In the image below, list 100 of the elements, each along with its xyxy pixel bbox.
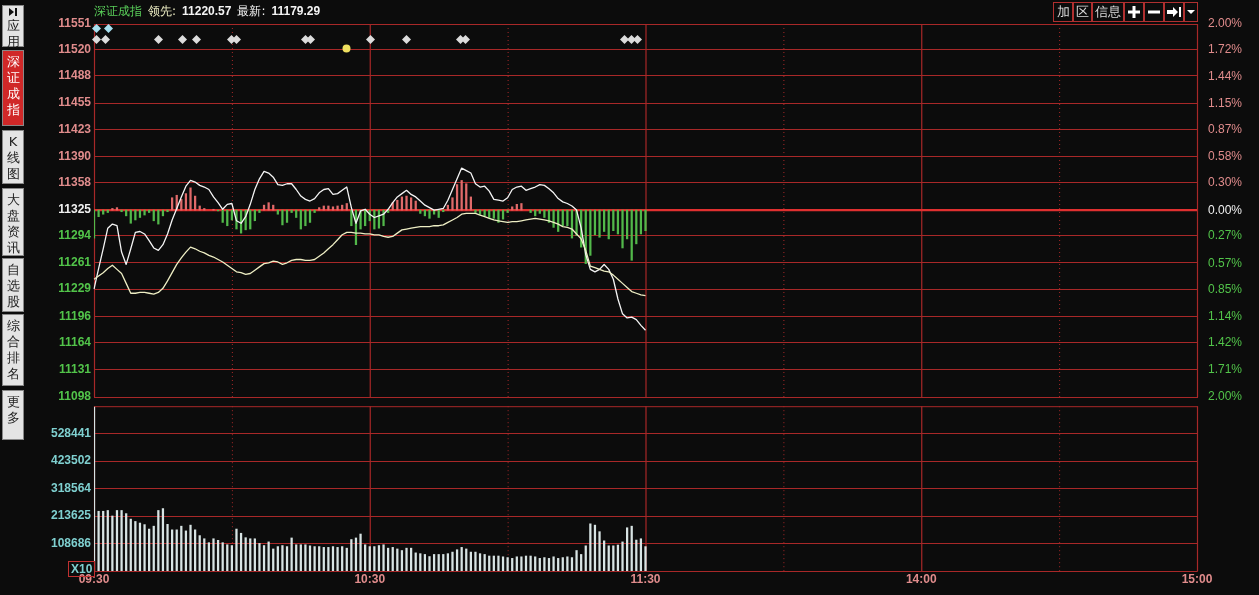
bar xyxy=(166,524,169,571)
bar xyxy=(644,546,647,571)
y-tick-label: 11551 xyxy=(58,16,92,31)
bar xyxy=(290,537,293,571)
bar xyxy=(313,209,316,213)
text: 11220.57 xyxy=(182,4,232,18)
bar xyxy=(552,556,555,571)
bar xyxy=(474,551,477,571)
bar xyxy=(543,209,546,218)
bar xyxy=(382,544,385,571)
x-tick-label: 10:30 xyxy=(354,571,386,586)
y2-tick-label: 0.30% xyxy=(1208,174,1243,189)
y2-tick-label: 1.42% xyxy=(1208,335,1243,350)
y-tick-label: 423502 xyxy=(50,453,92,468)
bar xyxy=(258,543,261,571)
y-axis-title: X10 xyxy=(68,561,96,577)
y-tick-label: 11164 xyxy=(58,334,92,349)
bar xyxy=(543,557,546,571)
bar xyxy=(171,197,174,211)
bar xyxy=(120,510,123,571)
bar xyxy=(584,545,587,571)
tab-button: 应用 xyxy=(2,5,24,47)
bar xyxy=(589,523,592,571)
bar xyxy=(143,524,146,571)
bar xyxy=(451,551,454,571)
bar xyxy=(451,197,454,211)
bar xyxy=(478,553,482,571)
bar xyxy=(166,209,169,213)
tab-button: 大盘资讯 xyxy=(2,188,24,256)
y-tick-label: 11488 xyxy=(58,68,92,83)
chart-title: 深证成指 xyxy=(94,4,142,18)
y-tick-label: 11325 xyxy=(58,202,92,217)
y-tick-label: 11261 xyxy=(58,255,92,270)
y-tick-label: 11098 xyxy=(58,389,92,404)
bar xyxy=(405,547,408,571)
bar xyxy=(299,544,302,571)
bar xyxy=(276,209,279,215)
y2-tick-label: 0.00% xyxy=(1208,202,1243,217)
bar xyxy=(520,203,523,211)
bar xyxy=(520,556,523,571)
bar xyxy=(327,205,330,211)
y-tick-label: 11520 xyxy=(58,41,92,56)
y2-tick-label: 2.00% xyxy=(1208,16,1243,31)
y2-tick-label: 0.85% xyxy=(1208,282,1243,297)
tab-button: K线图 xyxy=(2,130,24,184)
bar xyxy=(304,544,307,571)
y-tick-label: 11358 xyxy=(58,175,92,190)
bar xyxy=(230,545,234,571)
y2-tick-label: 0.27% xyxy=(1208,227,1243,242)
bar xyxy=(621,541,624,571)
bar xyxy=(308,545,312,571)
bar xyxy=(97,209,100,218)
y-tick-label: 108686 xyxy=(50,535,92,550)
bar xyxy=(552,209,555,228)
bar xyxy=(501,556,505,571)
bar xyxy=(419,553,422,571)
bar xyxy=(359,533,362,571)
bar xyxy=(428,556,431,571)
bar xyxy=(561,557,564,571)
bar xyxy=(607,545,610,571)
y-tick-label: 11390 xyxy=(58,148,92,163)
bar xyxy=(281,545,284,571)
bar xyxy=(102,209,105,215)
bar xyxy=(143,209,146,216)
bar xyxy=(409,197,413,211)
bar xyxy=(506,209,509,213)
bar xyxy=(377,545,381,571)
y-tick-label: 11131 xyxy=(58,362,92,377)
y-tick-label: 11294 xyxy=(58,227,92,242)
toolbar-button: 区 xyxy=(1073,2,1092,22)
y-tick-label: 11423 xyxy=(58,121,92,136)
bar xyxy=(336,205,339,211)
tab-button: 更多 xyxy=(2,390,24,440)
y-tick-label: 528441 xyxy=(50,425,92,440)
text: 最新: xyxy=(237,4,266,18)
bar xyxy=(644,209,647,231)
bar xyxy=(474,209,477,213)
bar xyxy=(120,209,123,213)
bar xyxy=(511,558,514,571)
bar xyxy=(313,546,316,571)
bar xyxy=(621,209,624,249)
bar xyxy=(304,209,307,227)
tab-button: 深证成指 xyxy=(2,50,24,126)
bar xyxy=(290,209,293,213)
toolbar-button: 信息 xyxy=(1092,2,1124,22)
tab-button: 自选股 xyxy=(2,258,24,312)
x-tick-label: 15:00 xyxy=(1181,571,1213,586)
bar xyxy=(111,208,114,211)
bar xyxy=(515,556,518,571)
y-tick-label: 213625 xyxy=(50,508,92,523)
y2-tick-label: 1.15% xyxy=(1208,95,1243,110)
y2-tick-label: 0.87% xyxy=(1208,121,1243,136)
bar xyxy=(538,558,541,571)
bar xyxy=(382,209,385,227)
bar xyxy=(285,209,289,223)
bar xyxy=(189,524,192,571)
bar xyxy=(111,515,114,571)
bar xyxy=(97,510,100,571)
tab-button: 综合排名 xyxy=(2,314,24,386)
bar xyxy=(308,209,312,223)
